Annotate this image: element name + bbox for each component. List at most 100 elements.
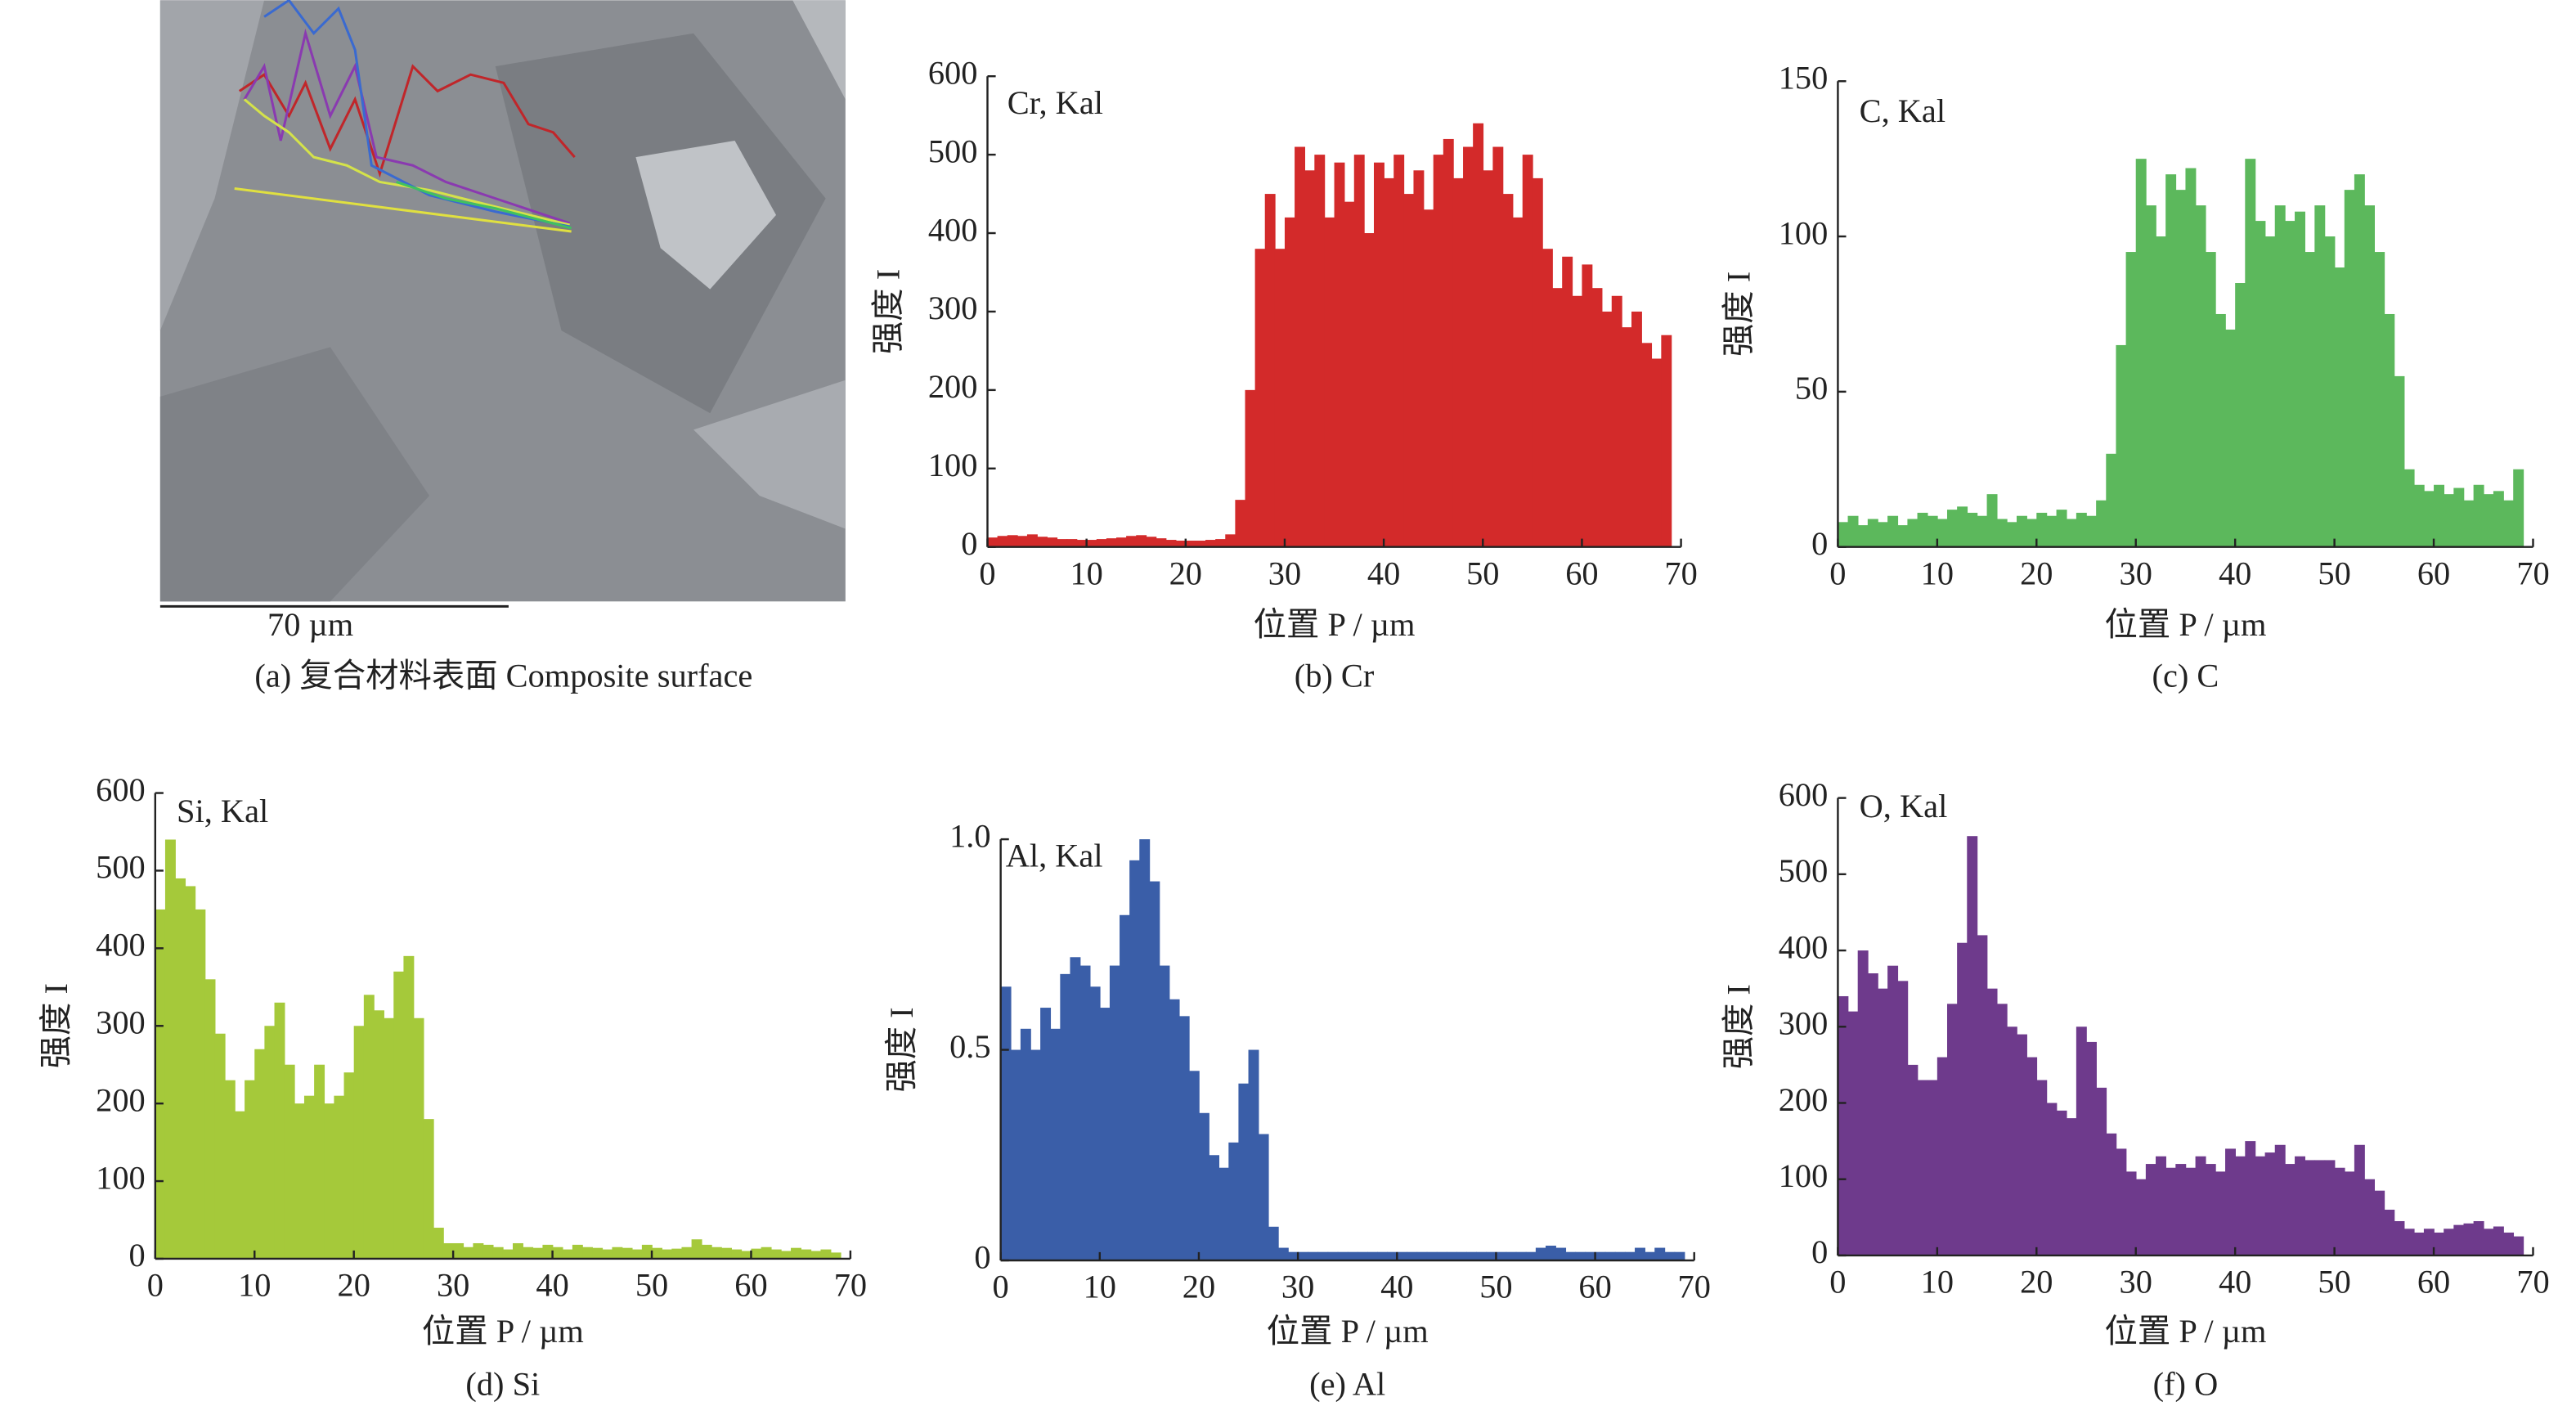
y-tick-label: 400: [1779, 928, 1829, 965]
bar: [2473, 1220, 2484, 1256]
bar: [413, 1017, 424, 1259]
scale-bar-label: 70 µm: [267, 606, 353, 643]
bar: [2264, 1152, 2276, 1256]
bar: [1838, 995, 1849, 1256]
bar: [1040, 1008, 1052, 1260]
bar: [2483, 1229, 2494, 1256]
bar: [1374, 162, 1384, 547]
bar: [2145, 205, 2156, 547]
x-tick-label: 40: [1367, 555, 1400, 591]
bar: [2076, 1026, 2087, 1256]
bar: [1565, 1251, 1577, 1260]
y-tick-label: 0: [1811, 525, 1828, 562]
bar: [185, 886, 196, 1259]
bar: [1927, 515, 1938, 547]
bar: [2255, 221, 2266, 547]
bar: [2205, 252, 2216, 547]
bar: [691, 1239, 702, 1259]
bar: [1228, 1142, 1240, 1260]
bar: [1443, 138, 1454, 547]
bar: [2344, 1171, 2355, 1256]
x-tick-label: 70: [2516, 555, 2549, 591]
y-tick-label: 500: [1779, 852, 1829, 889]
bar: [2006, 1026, 2017, 1256]
bar: [453, 1242, 464, 1259]
y-tick-label: 400: [96, 927, 146, 964]
x-tick-label: 60: [734, 1267, 767, 1304]
x-tick-label: 0: [1829, 555, 1846, 591]
bar: [791, 1247, 801, 1259]
bar: [1423, 209, 1434, 547]
bar: [1496, 1251, 1507, 1260]
bar: [204, 979, 216, 1259]
bar: [1502, 194, 1514, 547]
bar: [245, 1080, 256, 1259]
x-tick-label: 60: [2417, 555, 2450, 591]
bar: [1486, 1251, 1497, 1260]
y-tick-label: 200: [928, 368, 978, 405]
bar: [2076, 512, 2087, 547]
bar: [1086, 540, 1097, 547]
bar: [2106, 1133, 2117, 1256]
bar: [1621, 327, 1632, 547]
bar: [572, 1244, 583, 1259]
bar: [502, 1249, 514, 1259]
bar: [2116, 1148, 2127, 1256]
bar: [1308, 1251, 1319, 1260]
bar: [1397, 1251, 1408, 1260]
bar: [2384, 313, 2395, 547]
bar: [1026, 534, 1038, 547]
bar: [1525, 1251, 1537, 1260]
bar: [2245, 159, 2256, 547]
bar: [1178, 1016, 1190, 1260]
bar: [1661, 335, 1672, 547]
bar: [2205, 1164, 2216, 1256]
x-tick-label: 10: [1084, 1269, 1116, 1305]
bar: [1089, 986, 1101, 1260]
caption: (a) 复合材料表面 Composite surface: [254, 657, 752, 694]
bar: [1146, 537, 1157, 547]
bar: [731, 1249, 743, 1259]
bar: [1344, 201, 1355, 547]
bar: [2334, 267, 2345, 547]
bar: [1245, 389, 1256, 547]
bar: [1277, 1247, 1289, 1260]
bar: [423, 1119, 434, 1259]
x-axis-label: 位置 P / µm: [2105, 606, 2267, 643]
bar: [987, 537, 999, 547]
bar: [2304, 1160, 2316, 1256]
bar: [2036, 512, 2048, 547]
bar: [701, 1244, 712, 1259]
bar: [513, 1242, 523, 1259]
bar: [810, 1251, 822, 1259]
bar: [1215, 539, 1227, 547]
bar: [1546, 1245, 1556, 1260]
bar: [442, 1242, 454, 1259]
bar: [2255, 1156, 2266, 1256]
series-label: Cr, Kal: [1008, 84, 1103, 121]
bar: [612, 1247, 623, 1259]
bar: [254, 1049, 266, 1259]
bar: [2503, 1232, 2515, 1256]
bar: [1139, 839, 1151, 1260]
bar: [1076, 540, 1088, 547]
bar: [1116, 537, 1127, 547]
bar: [1377, 1251, 1388, 1260]
y-tick-label: 0: [974, 1238, 990, 1275]
bar: [1522, 155, 1533, 547]
bar: [2354, 1144, 2365, 1256]
bar: [1268, 1226, 1279, 1260]
x-tick-label: 30: [2120, 555, 2152, 591]
bar: [1175, 541, 1187, 547]
bar: [1967, 836, 1978, 1256]
bar: [433, 1228, 444, 1259]
bar: [542, 1244, 554, 1259]
x-tick-label: 40: [2219, 555, 2251, 591]
bar: [2235, 283, 2246, 547]
bar: [1066, 539, 1078, 547]
bar: [721, 1247, 732, 1259]
bar: [1353, 155, 1365, 547]
bar: [324, 1103, 335, 1259]
bar: [1877, 988, 1888, 1256]
bar: [1010, 1049, 1021, 1260]
